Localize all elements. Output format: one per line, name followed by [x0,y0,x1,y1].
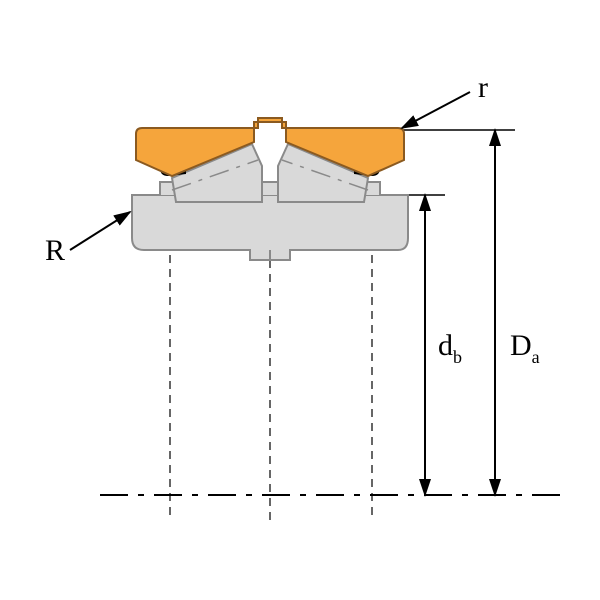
bearing-diagram: R r db Da [0,0,600,600]
label-db: db [438,329,462,367]
label-Da: Da [510,329,540,367]
label-r: r [478,71,488,104]
cup-outer-race [136,118,404,176]
dimensions [425,130,495,495]
label-R: R [45,234,65,267]
construction-verticals [170,255,372,520]
